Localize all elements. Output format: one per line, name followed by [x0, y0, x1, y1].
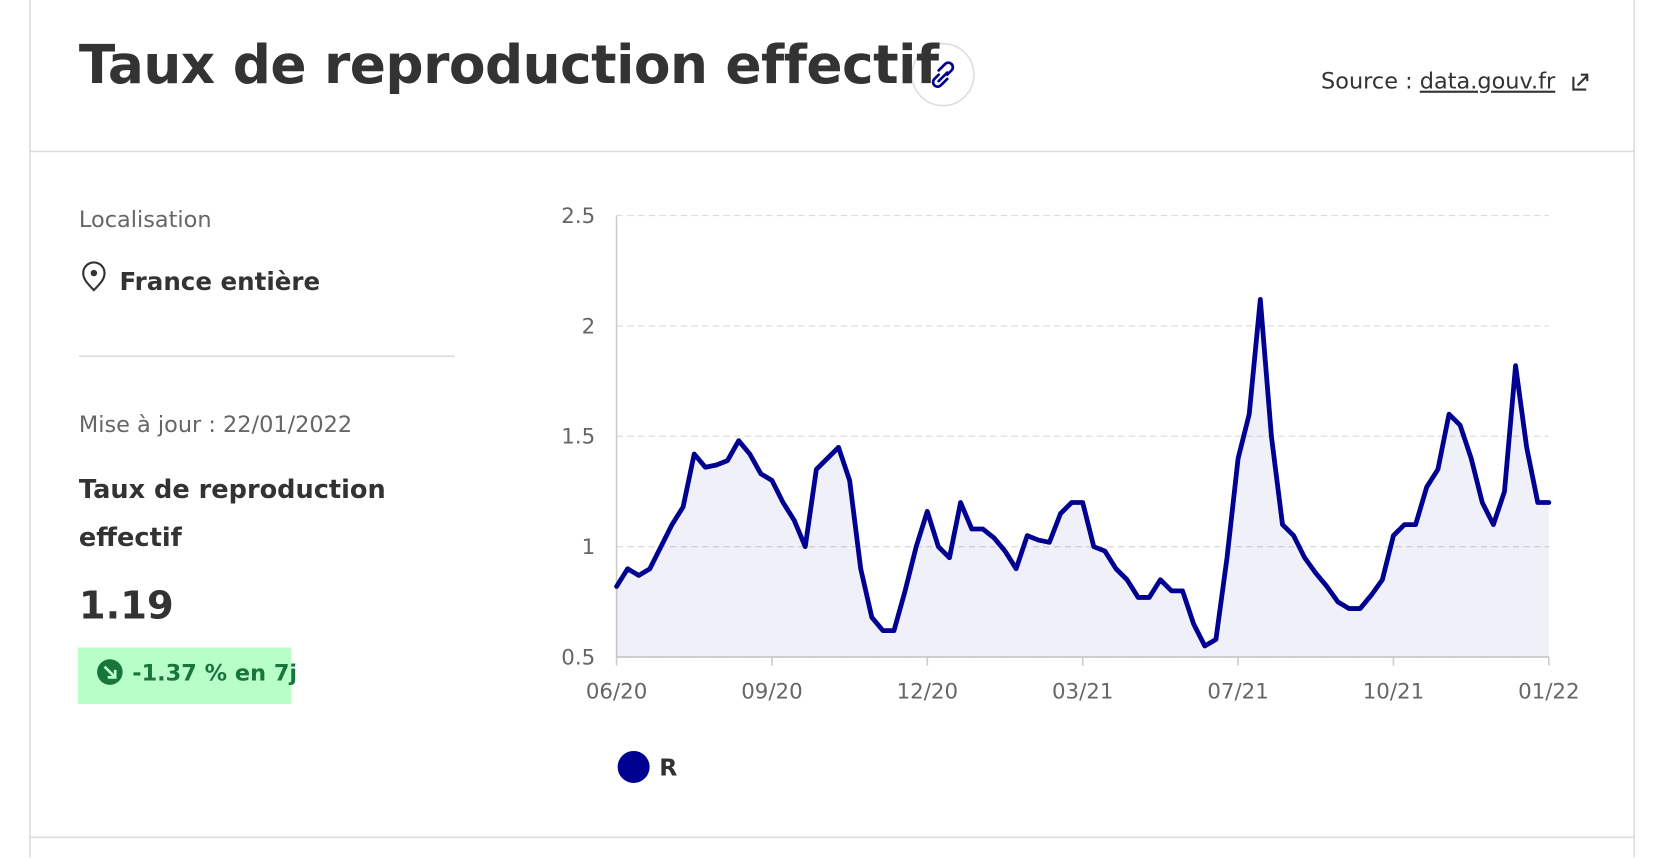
x-tick-label: 12/20 — [897, 680, 958, 705]
source: Source : data.gouv.fr — [1321, 68, 1585, 94]
link-button[interactable] — [911, 42, 975, 107]
location[interactable]: France entière — [119, 268, 321, 297]
area — [616, 299, 1549, 658]
indicator-value: 1.19 — [78, 584, 174, 629]
legend-swatch — [617, 750, 650, 783]
source-label: Source : — [1321, 68, 1413, 94]
line — [614, 297, 1552, 649]
title: Taux de reproduction effectif — [78, 34, 939, 97]
x-tick-label: 07/21 — [1207, 680, 1268, 705]
x-tick-label: 06/20 — [586, 680, 647, 705]
legend-label: R — [659, 753, 677, 781]
y-tick-label: 0.5 — [561, 646, 595, 671]
pin-icon — [82, 261, 106, 292]
x-tick-label: 01/22 — [1518, 680, 1579, 705]
plot: 0.5 1 1.5 2 2.5 06/20 09/20 12/20 03/21 07/21 10/2… — [561, 204, 1580, 783]
indicator: Taux de reproduction effectif — [78, 474, 386, 553]
source-link[interactable]: data.gouv.fr — [1419, 68, 1556, 94]
updated: Mise à jour : 22/01/2022 — [78, 411, 353, 438]
x-tick-label: 10/21 — [1363, 680, 1424, 705]
badge-icon — [97, 659, 123, 685]
y-tick-label: 1.5 — [561, 425, 595, 450]
y-tick-label: 2.5 — [561, 204, 595, 229]
change: -1.37 % en 7j — [132, 660, 298, 686]
location-label: Localisation — [78, 206, 212, 233]
y-tick-label: 2 — [582, 314, 596, 339]
x-tick-label: 03/21 — [1052, 680, 1113, 705]
external-icon — [1572, 73, 1589, 91]
x-tick-label: 09/20 — [741, 680, 802, 705]
y-tick-label: 1 — [582, 535, 596, 560]
